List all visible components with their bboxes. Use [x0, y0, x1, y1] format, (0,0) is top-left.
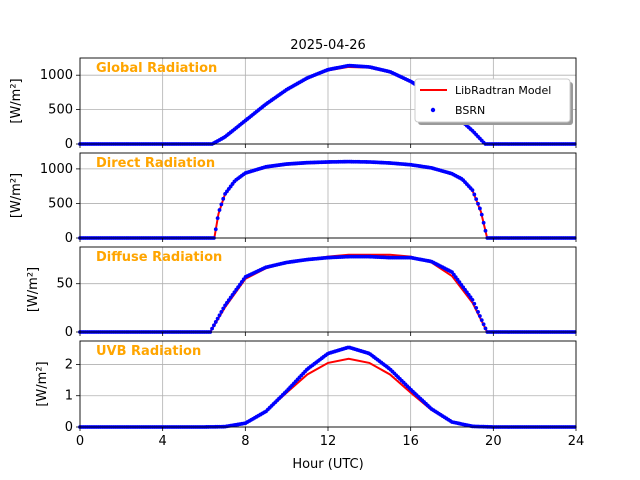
bsrn-point — [219, 309, 224, 314]
bsrn-point — [483, 326, 488, 331]
y-tick-label: 0 — [65, 231, 73, 246]
y-tick-label: 2 — [65, 357, 73, 372]
bsrn-point — [217, 313, 222, 318]
legend-label: BSRN — [455, 104, 485, 117]
y-tick-label: 1000 — [40, 68, 73, 83]
bsrn-point — [478, 206, 482, 211]
bsrn-point — [210, 326, 214, 331]
x-axis-label: Hour (UTC) — [292, 457, 363, 472]
bsrn-point — [476, 201, 480, 206]
x-tick-label: 8 — [241, 434, 249, 449]
y-tick-label: 0 — [65, 420, 73, 435]
legend-swatch-point — [430, 107, 436, 113]
y-tick-label: 0 — [65, 137, 73, 152]
bsrn-point — [479, 212, 484, 217]
bsrn-point — [472, 301, 477, 306]
x-tick-label: 4 — [159, 434, 167, 449]
y-tick-label: 1000 — [40, 162, 73, 177]
bsrn-point — [213, 320, 218, 324]
panel-3: 0 50 Diffuse Radiation [W/m²] — [26, 246, 577, 340]
x-tick-label: 24 — [568, 434, 585, 449]
y-axis-label: [W/m²] — [35, 361, 50, 406]
panel-label: UVB Radiation — [96, 344, 201, 359]
panel-label: Global Radiation — [96, 61, 217, 76]
bsrn-point — [215, 316, 220, 321]
bsrn-point — [219, 202, 224, 207]
y-axis-label: [W/m²] — [9, 173, 24, 218]
series-bsrn-points — [78, 254, 577, 334]
bsrn-point — [478, 314, 482, 318]
bsrn-point — [212, 323, 216, 328]
panel-2: 0 500 1000 Direct Radiation [W/m²] — [9, 152, 577, 246]
y-tick-label: 1 — [65, 389, 73, 404]
y-tick-label: 50 — [56, 277, 73, 292]
bsrn-point — [476, 310, 480, 314]
bsrn-point — [470, 297, 475, 302]
panel-label: Diffuse Radiation — [96, 250, 222, 265]
x-tick-label: 20 — [485, 434, 502, 449]
bsrn-point — [215, 216, 220, 221]
bsrn-point — [470, 188, 475, 193]
x-tick-label: 12 — [320, 434, 337, 449]
panel-label: Direct Radiation — [96, 156, 215, 171]
chart-legend: LibRadtran Model BSRN — [414, 78, 573, 125]
bsrn-point — [474, 197, 479, 202]
series-bsrn-points — [78, 159, 577, 240]
y-axis-label: [W/m²] — [9, 78, 24, 123]
legend-label: LibRadtran Model — [455, 84, 551, 97]
panel-1: 0 500 1000 Global Radiation [W/m²] — [9, 57, 577, 152]
bsrn-point — [481, 220, 486, 225]
bsrn-point — [483, 228, 488, 233]
bsrn-point — [217, 208, 222, 212]
y-tick-label: 0 — [65, 325, 73, 340]
y-axis-label: [W/m²] — [26, 267, 41, 312]
bsrn-point — [474, 305, 479, 310]
bsrn-point — [479, 318, 484, 323]
legend-box — [414, 78, 571, 123]
y-tick-label: 500 — [48, 196, 73, 211]
bsrn-point — [221, 306, 226, 311]
x-tick-label: 0 — [76, 434, 84, 449]
bsrn-point — [221, 196, 226, 201]
bsrn-point — [472, 192, 477, 197]
chart-title: 2025-04-26 — [290, 38, 366, 53]
y-tick-label: 500 — [48, 103, 73, 118]
bsrn-point — [213, 227, 218, 232]
x-tick-label: 16 — [402, 434, 419, 449]
bsrn-point — [481, 322, 486, 327]
